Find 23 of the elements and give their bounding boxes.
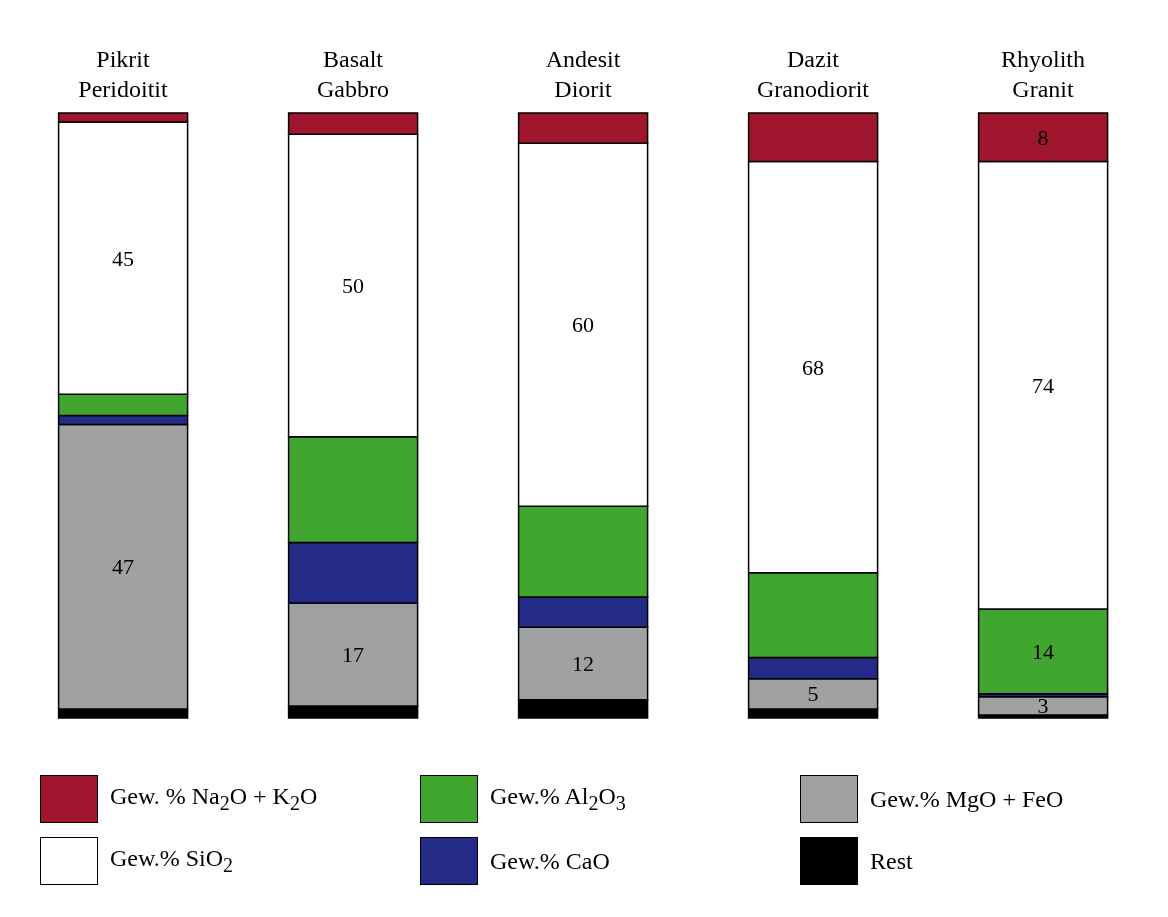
x-tick-label: Rhyolith Granit bbox=[1000, 46, 1086, 102]
data-label: 68 bbox=[802, 354, 825, 380]
data-label: 14 bbox=[1032, 638, 1055, 664]
legend-label: Gew. % Na$_{2}$O + K$_{2}$O bbox=[110, 783, 318, 815]
x-tick-label: Dazit Granodiorit bbox=[757, 46, 870, 102]
data-label: 5 bbox=[807, 681, 819, 707]
data-label: 47 bbox=[112, 554, 135, 580]
data-label: 45 bbox=[112, 245, 135, 271]
data-label: 74 bbox=[1032, 372, 1055, 398]
legend-label: Gew.% Al$_{2}$O$_{3}$ bbox=[490, 783, 626, 815]
legend-label: Gew.% MgO + FeO bbox=[870, 785, 1064, 813]
data-label: 12 bbox=[572, 651, 595, 677]
data-label: 3 bbox=[1037, 693, 1049, 719]
data-label: 17 bbox=[342, 641, 365, 667]
data-label: 50 bbox=[342, 272, 365, 298]
legend-label: Rest bbox=[870, 847, 913, 875]
data-label: 60 bbox=[572, 312, 595, 338]
x-tick-label: Pikrit Peridoitit bbox=[78, 46, 168, 102]
legend-label: Gew.% CaO bbox=[490, 847, 610, 875]
x-tick-label: Basalt Gabbro bbox=[317, 46, 389, 102]
data-label: 8 bbox=[1037, 124, 1049, 150]
x-tick-label: Andesit Diorit bbox=[545, 46, 621, 102]
legend-label: Gew.% SiO$_{2}$ bbox=[110, 845, 234, 877]
